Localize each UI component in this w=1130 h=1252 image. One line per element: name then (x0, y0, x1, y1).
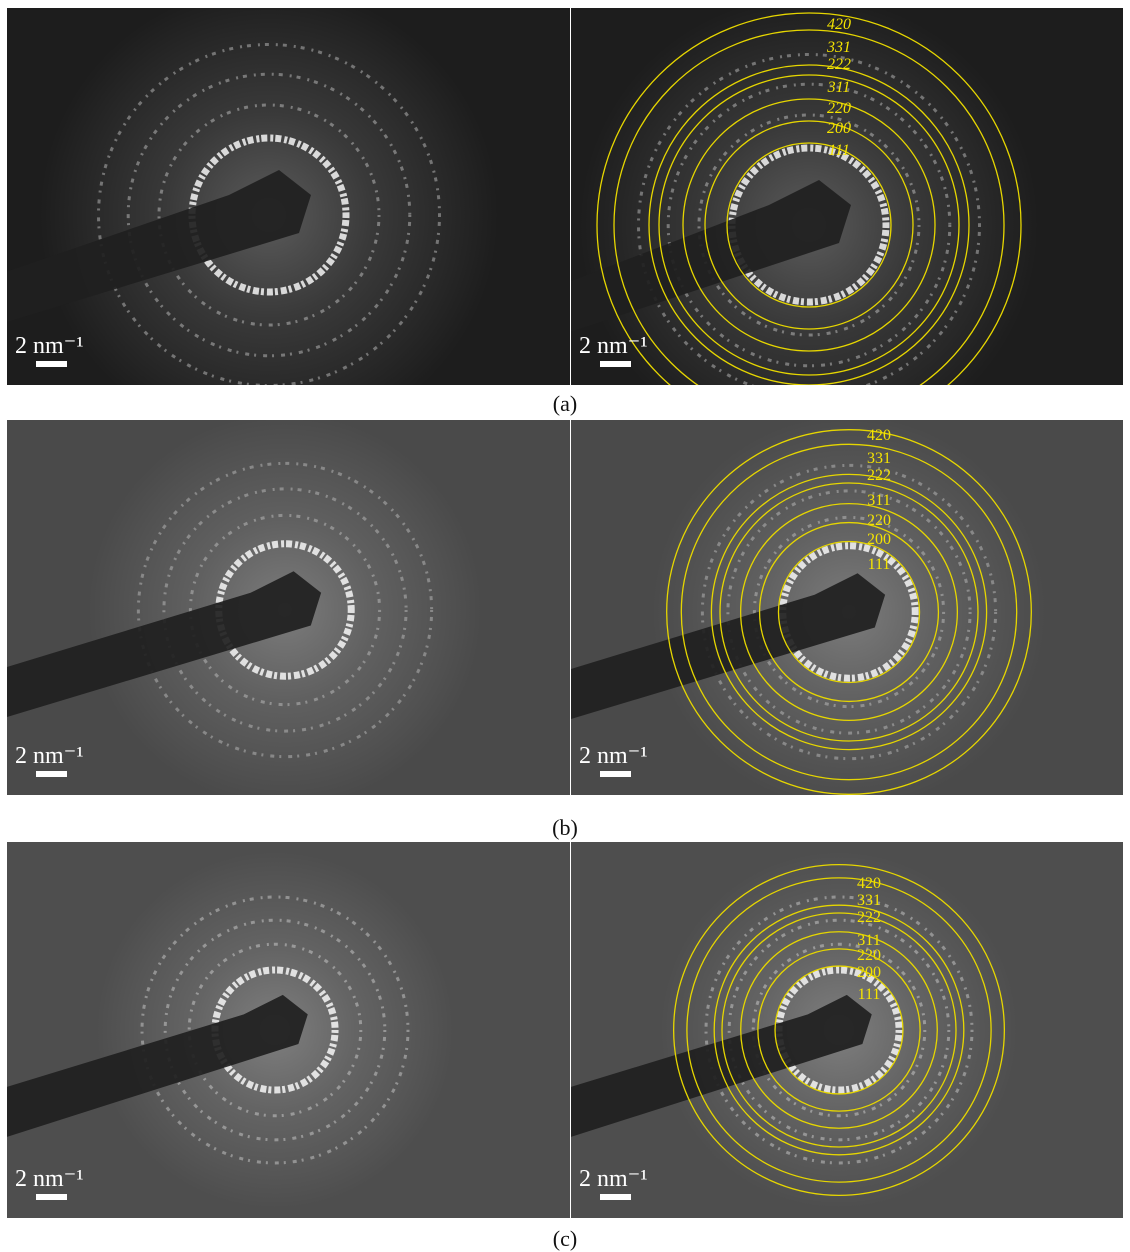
panel-caption: (b) (552, 815, 578, 840)
ring-label: 111 (858, 986, 881, 1003)
ring-label: 420 (867, 427, 891, 444)
scale-label: 2 nm⁻¹ (579, 333, 648, 359)
ring-label: 220 (857, 947, 881, 964)
pattern: 2 nm⁻¹ (0, 0, 570, 445)
scale-bar (36, 771, 67, 777)
scale-label: 2 nm⁻¹ (15, 743, 84, 769)
ring-label: 220 (867, 512, 891, 529)
scale-label: 2 nm⁻¹ (15, 333, 84, 359)
ring-label: 111 (868, 556, 891, 573)
ring-label: 220 (827, 100, 851, 117)
pattern: 2 nm⁻¹ (0, 842, 570, 1218)
pattern-panel: 2 nm⁻¹ (0, 842, 570, 1218)
scale-label: 2 nm⁻¹ (15, 1166, 84, 1192)
ring-label: 200 (827, 120, 851, 137)
ring-label: 111 (828, 142, 850, 159)
ring-label: 420 (827, 16, 851, 33)
pattern: 2 nm⁻¹ (0, 412, 570, 808)
scale-bar (600, 361, 631, 367)
scale-label: 2 nm⁻¹ (579, 1166, 648, 1192)
ring-label: 311 (827, 79, 851, 96)
panel-caption: (a) (553, 391, 577, 416)
ring-label: 331 (867, 450, 891, 467)
ring-label: 222 (867, 467, 891, 484)
scale-bar (600, 1194, 631, 1200)
ring-label: 420 (857, 875, 881, 892)
page: 2 nm⁻¹4203312223112202001112 nm⁻¹(a)2 nm… (0, 0, 1130, 1252)
scale-bar (36, 361, 67, 367)
pattern-panel: 2 nm⁻¹ (0, 0, 570, 445)
ring-label: 331 (826, 39, 851, 56)
figure: 2 nm⁻¹4203312223112202001112 nm⁻¹(a)2 nm… (0, 0, 1130, 1252)
ring-label: 222 (827, 56, 851, 73)
panel-caption: (c) (553, 1226, 577, 1251)
scale-label: 2 nm⁻¹ (579, 743, 648, 769)
pattern-panel: 2 nm⁻¹ (0, 412, 570, 808)
scale-bar (600, 771, 631, 777)
scale-bar (36, 1194, 67, 1200)
